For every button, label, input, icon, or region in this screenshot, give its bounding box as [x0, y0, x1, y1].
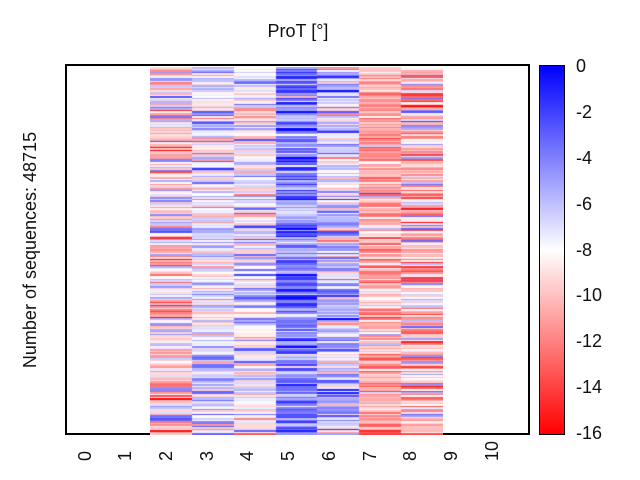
x-tick-label: 4 [237, 450, 257, 461]
colorbar-tick-label: -6 [576, 193, 593, 214]
colorbar-tick-label: -12 [576, 331, 603, 352]
x-tick-label: 7 [360, 450, 380, 461]
y-axis-label-box: Number of sequences: 48715 [12, 64, 48, 435]
x-tick-label: 6 [319, 450, 339, 461]
colorbar-tick-label: -2 [576, 101, 593, 122]
chart-title: ProT [°] [267, 21, 329, 41]
x-tick-label: 0 [75, 450, 95, 461]
colorbar-tick-label: -8 [576, 239, 593, 260]
colorbar-gradient [539, 65, 565, 435]
colorbar-tick-label: -14 [576, 377, 603, 398]
x-tick-label: 5 [278, 450, 298, 461]
x-tick-label: 9 [441, 450, 461, 461]
heatmap-canvas [150, 67, 443, 435]
colorbar-tick-label: -16 [576, 423, 603, 443]
colorbar-tick-label: -10 [576, 285, 603, 306]
colorbar-tick-label: 0 [576, 56, 587, 76]
colorbar-tick-label: -4 [576, 147, 593, 168]
x-tick-label: 10 [482, 440, 502, 461]
x-tick-label: 2 [156, 450, 176, 461]
y-axis-label: Number of sequences: 48715 [20, 131, 40, 368]
x-tick-label: 3 [197, 450, 217, 461]
x-tick-label: 8 [400, 450, 420, 461]
x-tick-label: 1 [115, 450, 135, 461]
